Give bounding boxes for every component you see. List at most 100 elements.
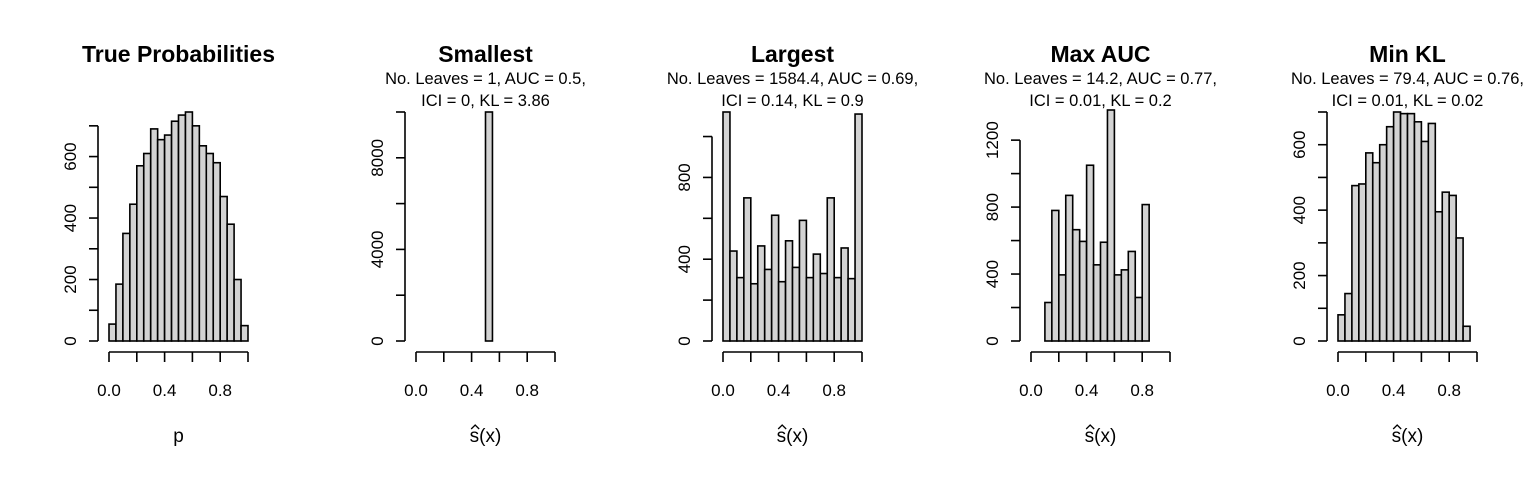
x-tick-label: 0.8 (1130, 381, 1154, 400)
x-axis-label: s(x) (470, 426, 502, 447)
histogram-bar (722, 111, 731, 342)
histogram-bar (819, 272, 829, 342)
x-tick-label: 0.0 (1019, 381, 1043, 400)
y-tick-label: 0 (983, 336, 1002, 345)
histogram-bar (833, 276, 842, 342)
x-tick-label: 0.4 (460, 381, 484, 400)
histogram-bar (226, 223, 235, 342)
histogram-bar (826, 197, 835, 342)
histogram-bar (854, 113, 863, 342)
histogram-bar (1141, 203, 1150, 342)
x-axis-label: s(x) (1085, 426, 1117, 447)
histogram-bar (1337, 314, 1346, 342)
histogram-bar (770, 214, 780, 342)
x-tick-label: 0.8 (1437, 381, 1461, 400)
x-tick-label: 0.8 (208, 381, 232, 400)
histogram-bar (240, 324, 249, 342)
y-tick-label: 400 (61, 204, 80, 232)
histogram-bar (1127, 250, 1137, 342)
x-axis-label: s(x) (777, 426, 809, 447)
histogram-bar (1413, 121, 1423, 342)
histogram-bar (205, 152, 215, 342)
y-tick-label: 600 (61, 142, 80, 170)
panel-subtitle: No. Leaves = 14.2, AUC = 0.77, (984, 70, 1217, 88)
histogram-bar (812, 253, 822, 342)
y-tick-label: 0 (368, 336, 387, 345)
histogram-bar (1092, 264, 1102, 342)
histogram-bar (1462, 325, 1471, 342)
y-tick-label: 800 (983, 193, 1002, 221)
hat-accent (1085, 424, 1095, 430)
x-tick-label: 0.0 (711, 381, 735, 400)
histogram-bar (847, 277, 856, 342)
histogram-bar (1058, 274, 1067, 342)
histogram-panel: Min KL No. Leaves = 79.4, AUC = 0.76, ICI … (1290, 41, 1524, 447)
panel-subtitle: ICI = 0.14, KL = 0.9 (721, 92, 863, 110)
histogram-bar (115, 283, 124, 342)
histogram-bar (1448, 194, 1457, 342)
histogram-bar (1385, 125, 1395, 342)
histogram-panel: True Probabilities 0 200 400 600 0.0 0.4 0.8 p (61, 41, 275, 447)
histogram-bar (1051, 209, 1060, 342)
histogram-bar (142, 152, 152, 342)
histogram-bar (108, 323, 117, 342)
x-tick-label: 0.8 (515, 381, 539, 400)
histogram-bar (777, 280, 787, 342)
panel-subtitle: ICI = 0.01, KL = 0.2 (1029, 92, 1171, 110)
x-tick-label: 0.4 (1382, 381, 1406, 400)
histogram-bar (756, 245, 766, 342)
x-tick-label: 0.4 (767, 381, 791, 400)
panel-title: Smallest (438, 41, 533, 67)
histogram-bar (1427, 122, 1437, 342)
histogram-bar (177, 114, 187, 342)
histogram-bar (1134, 296, 1143, 342)
panel-title: Largest (751, 41, 834, 67)
histogram-bar (840, 247, 849, 342)
histogram-bar (1078, 240, 1088, 342)
x-tick-label: 0.0 (1326, 381, 1350, 400)
histogram-bar (1371, 161, 1381, 342)
histogram-bar (805, 276, 815, 342)
y-tick-label: 4000 (368, 230, 387, 268)
panel-title: True Probabilities (82, 41, 275, 67)
y-tick-label: 8000 (368, 139, 387, 177)
histogram-bar (1455, 237, 1464, 342)
x-tick-label: 0.4 (153, 381, 177, 400)
histogram-bar (149, 128, 159, 342)
y-tick-label: 200 (1290, 261, 1309, 289)
panel-subtitle: No. Leaves = 1, AUC = 0.5, (385, 70, 586, 88)
histogram-bar (1113, 274, 1123, 342)
histogram-bar (129, 203, 138, 342)
histogram-bar (156, 138, 166, 342)
y-tick-label: 1200 (983, 121, 1002, 159)
histogram-bar (798, 219, 808, 342)
panel-title: Min KL (1369, 41, 1446, 67)
y-tick-label: 200 (61, 265, 80, 293)
x-axis-label: s(x) (1392, 426, 1424, 447)
hat-accent (1392, 424, 1402, 430)
y-tick-label: 0 (675, 336, 694, 345)
histogram-bar (749, 282, 759, 342)
histogram-bar (219, 195, 228, 342)
histogram-bar (484, 111, 494, 342)
histogram-panel: Smallest No. Leaves = 1, AUC = 0.5, ICI = … (368, 41, 586, 447)
panel-subtitle: ICI = 0, KL = 3.86 (421, 92, 550, 110)
histogram-bar (1406, 112, 1416, 342)
panel-title: Max AUC (1050, 41, 1150, 67)
hat-accent (470, 424, 480, 430)
x-tick-label: 0.8 (822, 381, 846, 400)
histogram-bar (198, 145, 208, 342)
histogram-panel: Largest No. Leaves = 1584.4, AUC = 0.69, I… (667, 41, 918, 447)
histogram-bar (1344, 292, 1353, 342)
histogram-bar (1358, 183, 1367, 342)
histogram-bar (163, 134, 173, 342)
histogram-bar (122, 232, 131, 342)
x-axis-label: p (173, 426, 184, 447)
y-tick-label: 400 (675, 245, 694, 273)
histogram-bar (1085, 164, 1095, 342)
histogram-bar (729, 250, 738, 342)
y-tick-label: 800 (675, 163, 694, 191)
histogram-bar (791, 266, 801, 342)
histogram-bar (136, 164, 145, 342)
x-tick-label: 0.0 (97, 381, 121, 400)
